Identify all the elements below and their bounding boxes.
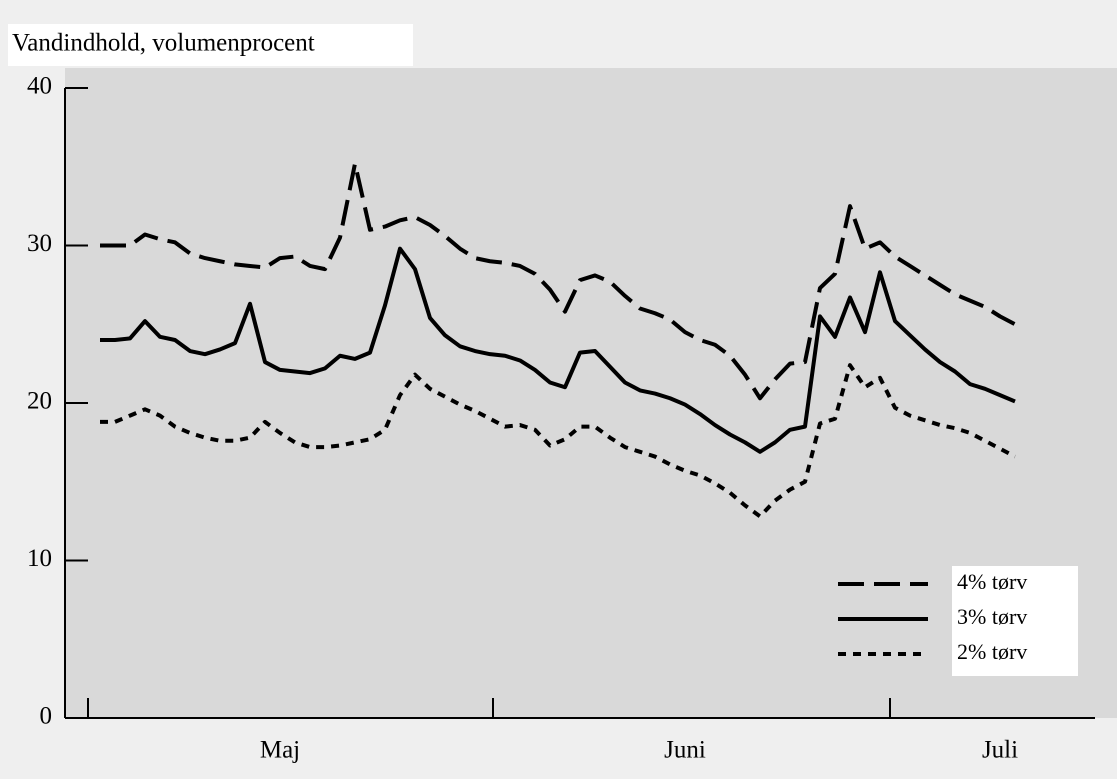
y-tick-label: 10	[27, 545, 52, 572]
y-tick-label: 0	[40, 703, 53, 730]
chart-title: Vandindhold, volumenprocent	[12, 30, 315, 57]
title-box	[8, 24, 413, 66]
y-tick-label: 30	[27, 230, 52, 257]
x-tick-label: Juli	[982, 737, 1018, 764]
y-tick-label: 40	[27, 73, 52, 100]
y-tick-label: 20	[27, 388, 52, 415]
legend-label: 2% tørv	[957, 639, 1027, 664]
x-tick-label: Maj	[260, 737, 300, 764]
data-line	[100, 161, 1016, 401]
data-line	[100, 363, 1016, 519]
legend-label: 4% tørv	[957, 569, 1027, 594]
legend-label: 3% tørv	[957, 604, 1027, 629]
data-line	[100, 246, 1016, 454]
x-tick-label: Juni	[664, 737, 706, 764]
